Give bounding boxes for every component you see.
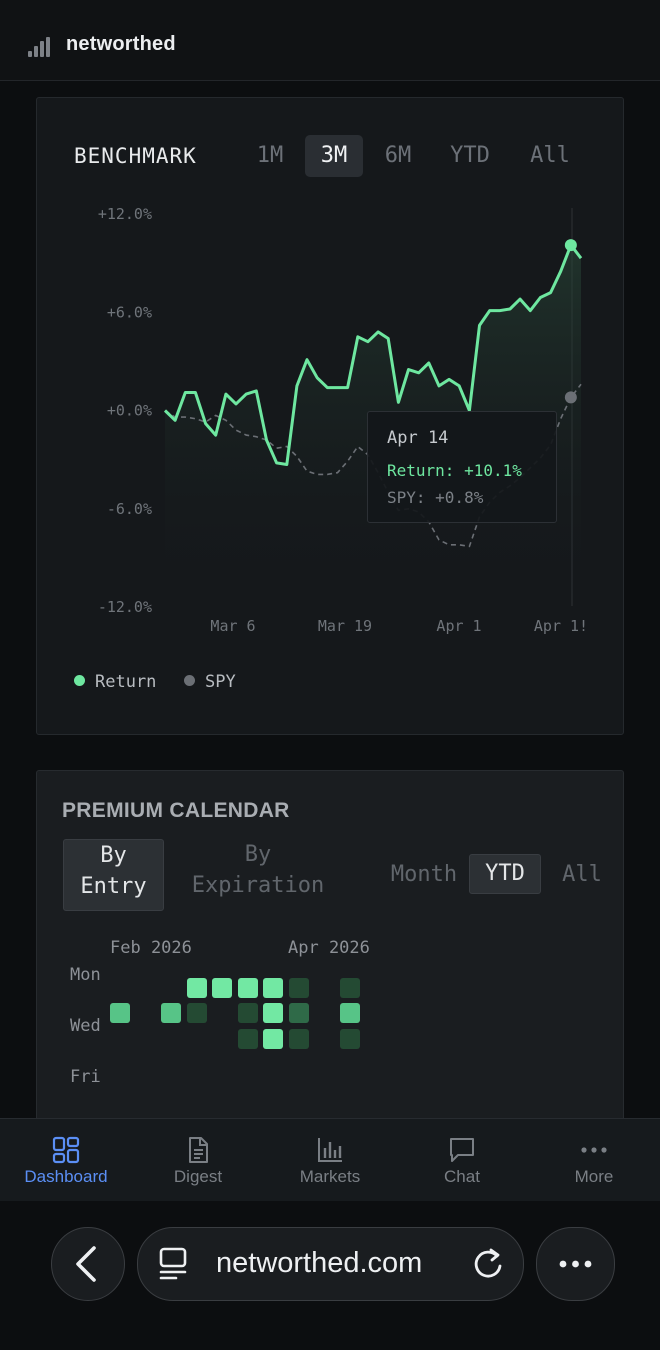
- period-all[interactable]: All: [562, 862, 602, 887]
- tooltip-return: Return: +10.1%: [387, 461, 522, 480]
- tooltip-date: Apr 14: [387, 428, 449, 448]
- benchmark-card: BENCHMARK 1M 3M 6M YTD All +12.0% +6.0% +0…: [36, 97, 624, 735]
- bar-chart-icon: [318, 1138, 342, 1162]
- heatmap-cell[interactable]: [237, 1003, 258, 1023]
- chevron-left-icon: [76, 1246, 96, 1282]
- heatmap-cell[interactable]: [339, 977, 360, 998]
- app-header: networthed: [0, 0, 660, 81]
- back-button[interactable]: [51, 1227, 125, 1301]
- heatmap-cell[interactable]: [263, 1028, 283, 1049]
- heatmap-cell[interactable]: [237, 1028, 258, 1049]
- bottom-nav: Dashboard Digest Markets Chat: [0, 1118, 660, 1202]
- tab-overview-icon: [159, 1247, 187, 1280]
- period-ytd[interactable]: YTD: [469, 854, 541, 894]
- chart-tooltip: Apr 14 Return: +10.1% SPY: +0.8%: [367, 411, 557, 523]
- day-label-fri: Fri: [70, 1067, 101, 1087]
- legend-spy-label: SPY: [205, 672, 236, 692]
- dashboard-icon: [52, 1136, 80, 1164]
- range-tab-ytd[interactable]: YTD: [450, 143, 490, 168]
- calendar-title: PREMIUM CALENDAR: [62, 799, 290, 822]
- x-tick-label: Mar 19: [318, 617, 372, 635]
- x-tick-label: Apr 1: [436, 617, 481, 635]
- heatmap-cell[interactable]: [288, 1028, 309, 1049]
- day-label-mon: Mon: [70, 965, 101, 985]
- url-text: networthed.com: [216, 1247, 423, 1279]
- tooltip-spy: SPY: +0.8%: [387, 488, 484, 507]
- heatmap-cell[interactable]: [288, 1003, 309, 1023]
- nav-chat-label: Chat: [444, 1167, 480, 1186]
- heatmap-cell[interactable]: [186, 977, 207, 998]
- heatmap-cell[interactable]: [237, 977, 258, 998]
- nav-markets-label: Markets: [299, 1167, 361, 1186]
- range-tab-all[interactable]: All: [530, 143, 570, 168]
- heatmap-cell[interactable]: [263, 977, 283, 998]
- heatmap-cell[interactable]: [110, 1003, 130, 1023]
- nav-digest[interactable]: Digest: [132, 1119, 264, 1202]
- reload-icon[interactable]: [470, 1246, 506, 1282]
- return-series-line: [163, 243, 583, 466]
- heatmap-cell[interactable]: [339, 1003, 360, 1023]
- nav-digest-label: Digest: [173, 1167, 223, 1186]
- address-bar[interactable]: networthed.com: [137, 1227, 524, 1301]
- brand-name[interactable]: networthed: [66, 33, 176, 55]
- return-hover-marker: [564, 239, 577, 252]
- nav-more-label: More: [574, 1167, 614, 1186]
- y-tick-label: +6.0%: [107, 303, 152, 321]
- nav-chat[interactable]: Chat: [396, 1119, 528, 1202]
- range-tab-1m[interactable]: 1M: [256, 143, 284, 168]
- legend-spy[interactable]: SPY: [184, 672, 236, 692]
- x-tick-label: Mar 6: [210, 617, 255, 635]
- chat-icon: [450, 1138, 474, 1162]
- day-label-wed: Wed: [70, 1016, 101, 1036]
- month-label-feb: Feb 2026: [110, 938, 192, 958]
- range-tab-3m[interactable]: 3M: [305, 135, 363, 177]
- benchmark-chart[interactable]: +12.0% +6.0% +0.0% -6.0% -12.0% Mar 6 Mar 19 A…: [37, 98, 623, 658]
- legend-return[interactable]: Return: [74, 672, 156, 692]
- heatmap-cell[interactable]: [161, 1003, 181, 1023]
- browser-more-button[interactable]: [536, 1227, 615, 1301]
- y-tick-label: -6.0%: [107, 500, 152, 518]
- nav-more[interactable]: More: [528, 1119, 660, 1202]
- more-dots-icon: [581, 1147, 607, 1153]
- premium-calendar-card: PREMIUM CALENDAR By Entry By Expiration …: [36, 770, 624, 1132]
- legend-dot-icon: [74, 675, 85, 686]
- heatmap-cell[interactable]: [212, 977, 232, 998]
- legend-dot-icon: [184, 675, 195, 686]
- month-label-apr: Apr 2026: [288, 938, 370, 958]
- heatmap-cell[interactable]: [339, 1028, 360, 1049]
- y-tick-label: +0.0%: [107, 402, 152, 420]
- heatmap-cell[interactable]: [263, 1003, 283, 1023]
- mode-by-expiration[interactable]: By Expiration: [191, 842, 325, 898]
- heatmap-cell[interactable]: [288, 977, 309, 998]
- nav-dashboard-label: Dashboard: [24, 1167, 108, 1186]
- signal-bars-icon: [28, 37, 52, 57]
- x-tick-label: Apr 1!: [534, 617, 588, 635]
- mode-by-entry[interactable]: By Entry: [63, 839, 164, 911]
- more-horizontal-icon: [559, 1260, 592, 1268]
- legend-return-label: Return: [95, 672, 157, 692]
- period-month[interactable]: Month: [390, 862, 458, 887]
- benchmark-title: BENCHMARK: [74, 144, 197, 168]
- y-tick-label: -12.0%: [98, 598, 152, 616]
- document-icon: [189, 1137, 208, 1163]
- nav-dashboard[interactable]: Dashboard: [0, 1119, 132, 1202]
- range-tab-6m[interactable]: 6M: [384, 143, 412, 168]
- spy-hover-marker: [564, 391, 577, 404]
- y-tick-label: +12.0%: [98, 205, 152, 223]
- nav-markets[interactable]: Markets: [264, 1119, 396, 1202]
- heatmap-cell[interactable]: [186, 1003, 207, 1023]
- browser-toolbar: networthed.com: [0, 1201, 660, 1350]
